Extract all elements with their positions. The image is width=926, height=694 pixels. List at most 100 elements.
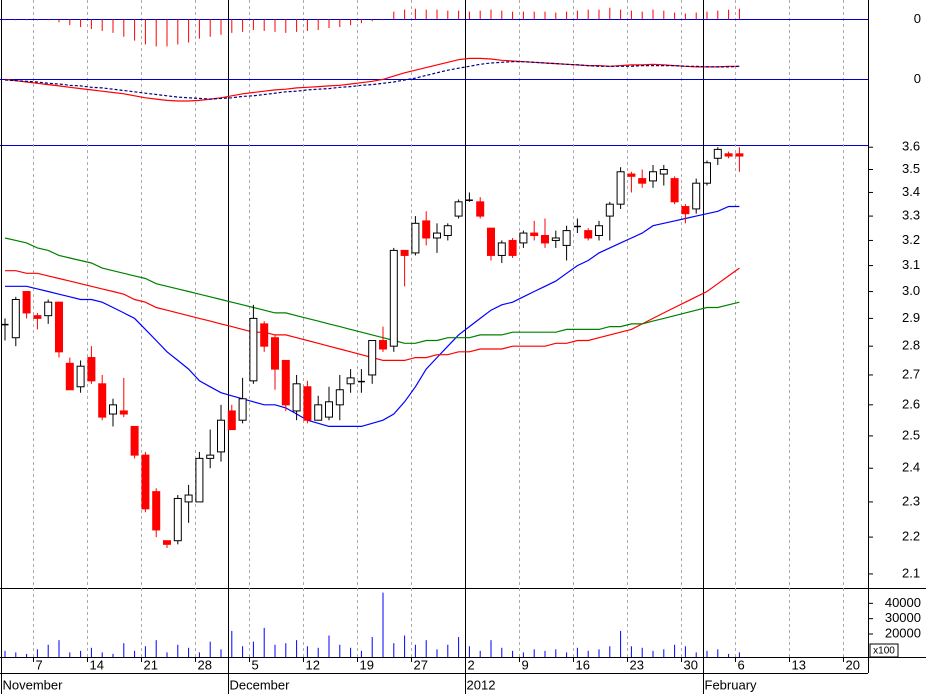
candle-body	[44, 301, 53, 317]
candle-body	[616, 171, 625, 205]
y-tick-label: 2.2	[902, 529, 920, 544]
candle-body	[433, 232, 441, 239]
candle-body	[465, 199, 473, 201]
candle-body	[335, 389, 344, 406]
candle-body	[271, 337, 279, 370]
y-tick-label: 0	[914, 11, 921, 26]
candle-body	[692, 182, 701, 210]
x-tick-label: 19	[360, 657, 374, 672]
candle-body	[389, 249, 398, 347]
month-label: 2012	[467, 677, 496, 692]
candle-body	[400, 249, 409, 256]
candle-body	[303, 386, 312, 421]
candle-body	[292, 383, 301, 412]
x-tick-label: 5	[252, 657, 259, 672]
y-tick-label: 3.1	[902, 257, 920, 272]
x-tick-label: 23	[630, 657, 644, 672]
candle-body	[411, 222, 420, 254]
line	[4, 237, 740, 344]
x-tick-label: 27	[414, 657, 428, 672]
x-tick-label: 20	[846, 657, 860, 672]
x-tick-label: 9	[522, 657, 529, 672]
x-tick-label: 16	[576, 657, 590, 672]
candle-body	[98, 383, 107, 418]
y-tick-label: 2.9	[902, 310, 920, 325]
candle-body	[638, 178, 647, 184]
candle-body	[260, 323, 269, 347]
candle-body	[1, 323, 9, 326]
candle-body	[659, 168, 668, 175]
candle-body	[238, 398, 247, 421]
y-tick-label: 40000	[885, 595, 921, 610]
line	[5, 205, 740, 427]
candle-body	[195, 457, 204, 503]
y-tick-label: 2.6	[902, 396, 920, 411]
candle-body	[173, 497, 182, 542]
candle-body	[346, 377, 355, 385]
candle-body	[227, 410, 236, 431]
x-tick-label: 28	[198, 657, 212, 672]
candle-body	[551, 237, 560, 241]
x-tick-label: 6	[738, 657, 745, 672]
y-tick-label: 3.2	[902, 232, 920, 247]
candle-body	[670, 178, 679, 203]
y-tick-label: 3.0	[902, 283, 920, 298]
candle-body	[11, 298, 20, 339]
candle-body	[508, 239, 517, 256]
y-tick-label: 2.4	[902, 460, 920, 475]
candle-body	[584, 230, 593, 239]
candle-body	[206, 454, 215, 459]
candle-body	[184, 494, 193, 503]
candle-body	[357, 380, 365, 383]
candle-body	[443, 225, 452, 237]
month-label: February	[705, 677, 758, 692]
y-tick-label: 3.5	[902, 161, 920, 176]
x-tick-label: 21	[144, 657, 158, 672]
unit-box	[869, 643, 899, 658]
candle-body	[605, 203, 614, 217]
y-tick-label: 0	[914, 71, 921, 86]
x-tick-label: 14	[90, 657, 104, 672]
x-tick-label: 12	[306, 657, 320, 672]
candle-body	[713, 148, 722, 159]
line	[4, 61, 740, 100]
candle-body	[476, 201, 485, 217]
y-tick-label: 3.6	[902, 139, 920, 154]
x-tick-label: 30	[684, 657, 698, 672]
candle-body	[562, 230, 571, 246]
month-label: December	[230, 677, 291, 692]
y-tick-label: 2.7	[902, 366, 920, 381]
y-tick-label: 2.8	[902, 338, 920, 353]
candle-body	[217, 419, 225, 453]
x-tick-label: 13	[792, 657, 806, 672]
month-label: November	[3, 677, 64, 692]
candle-body	[65, 362, 74, 391]
candle-body	[55, 301, 63, 353]
y-tick-label: 3.3	[902, 208, 920, 223]
candle-body	[33, 315, 42, 319]
candle-body	[314, 404, 323, 421]
candle-body	[595, 225, 603, 237]
candle-body	[649, 171, 657, 182]
y-tick-label: 2.5	[902, 427, 920, 442]
candle-body	[541, 235, 549, 244]
y-tick-label: 2.1	[902, 565, 920, 580]
candle-body	[703, 162, 711, 184]
candle-body	[163, 540, 171, 545]
candle-body	[87, 357, 96, 382]
candle-body	[152, 491, 161, 531]
candle-body	[119, 410, 128, 415]
candle-body	[681, 206, 690, 215]
candle-body	[454, 201, 463, 217]
candle-body	[22, 291, 31, 314]
candle-body	[130, 425, 139, 456]
candle-body	[735, 153, 744, 157]
candle-body	[281, 359, 290, 406]
candle-body	[487, 227, 495, 256]
candle-body	[379, 340, 387, 350]
candle-body	[109, 404, 117, 415]
candle-body	[519, 232, 528, 244]
candle-body	[530, 232, 539, 237]
